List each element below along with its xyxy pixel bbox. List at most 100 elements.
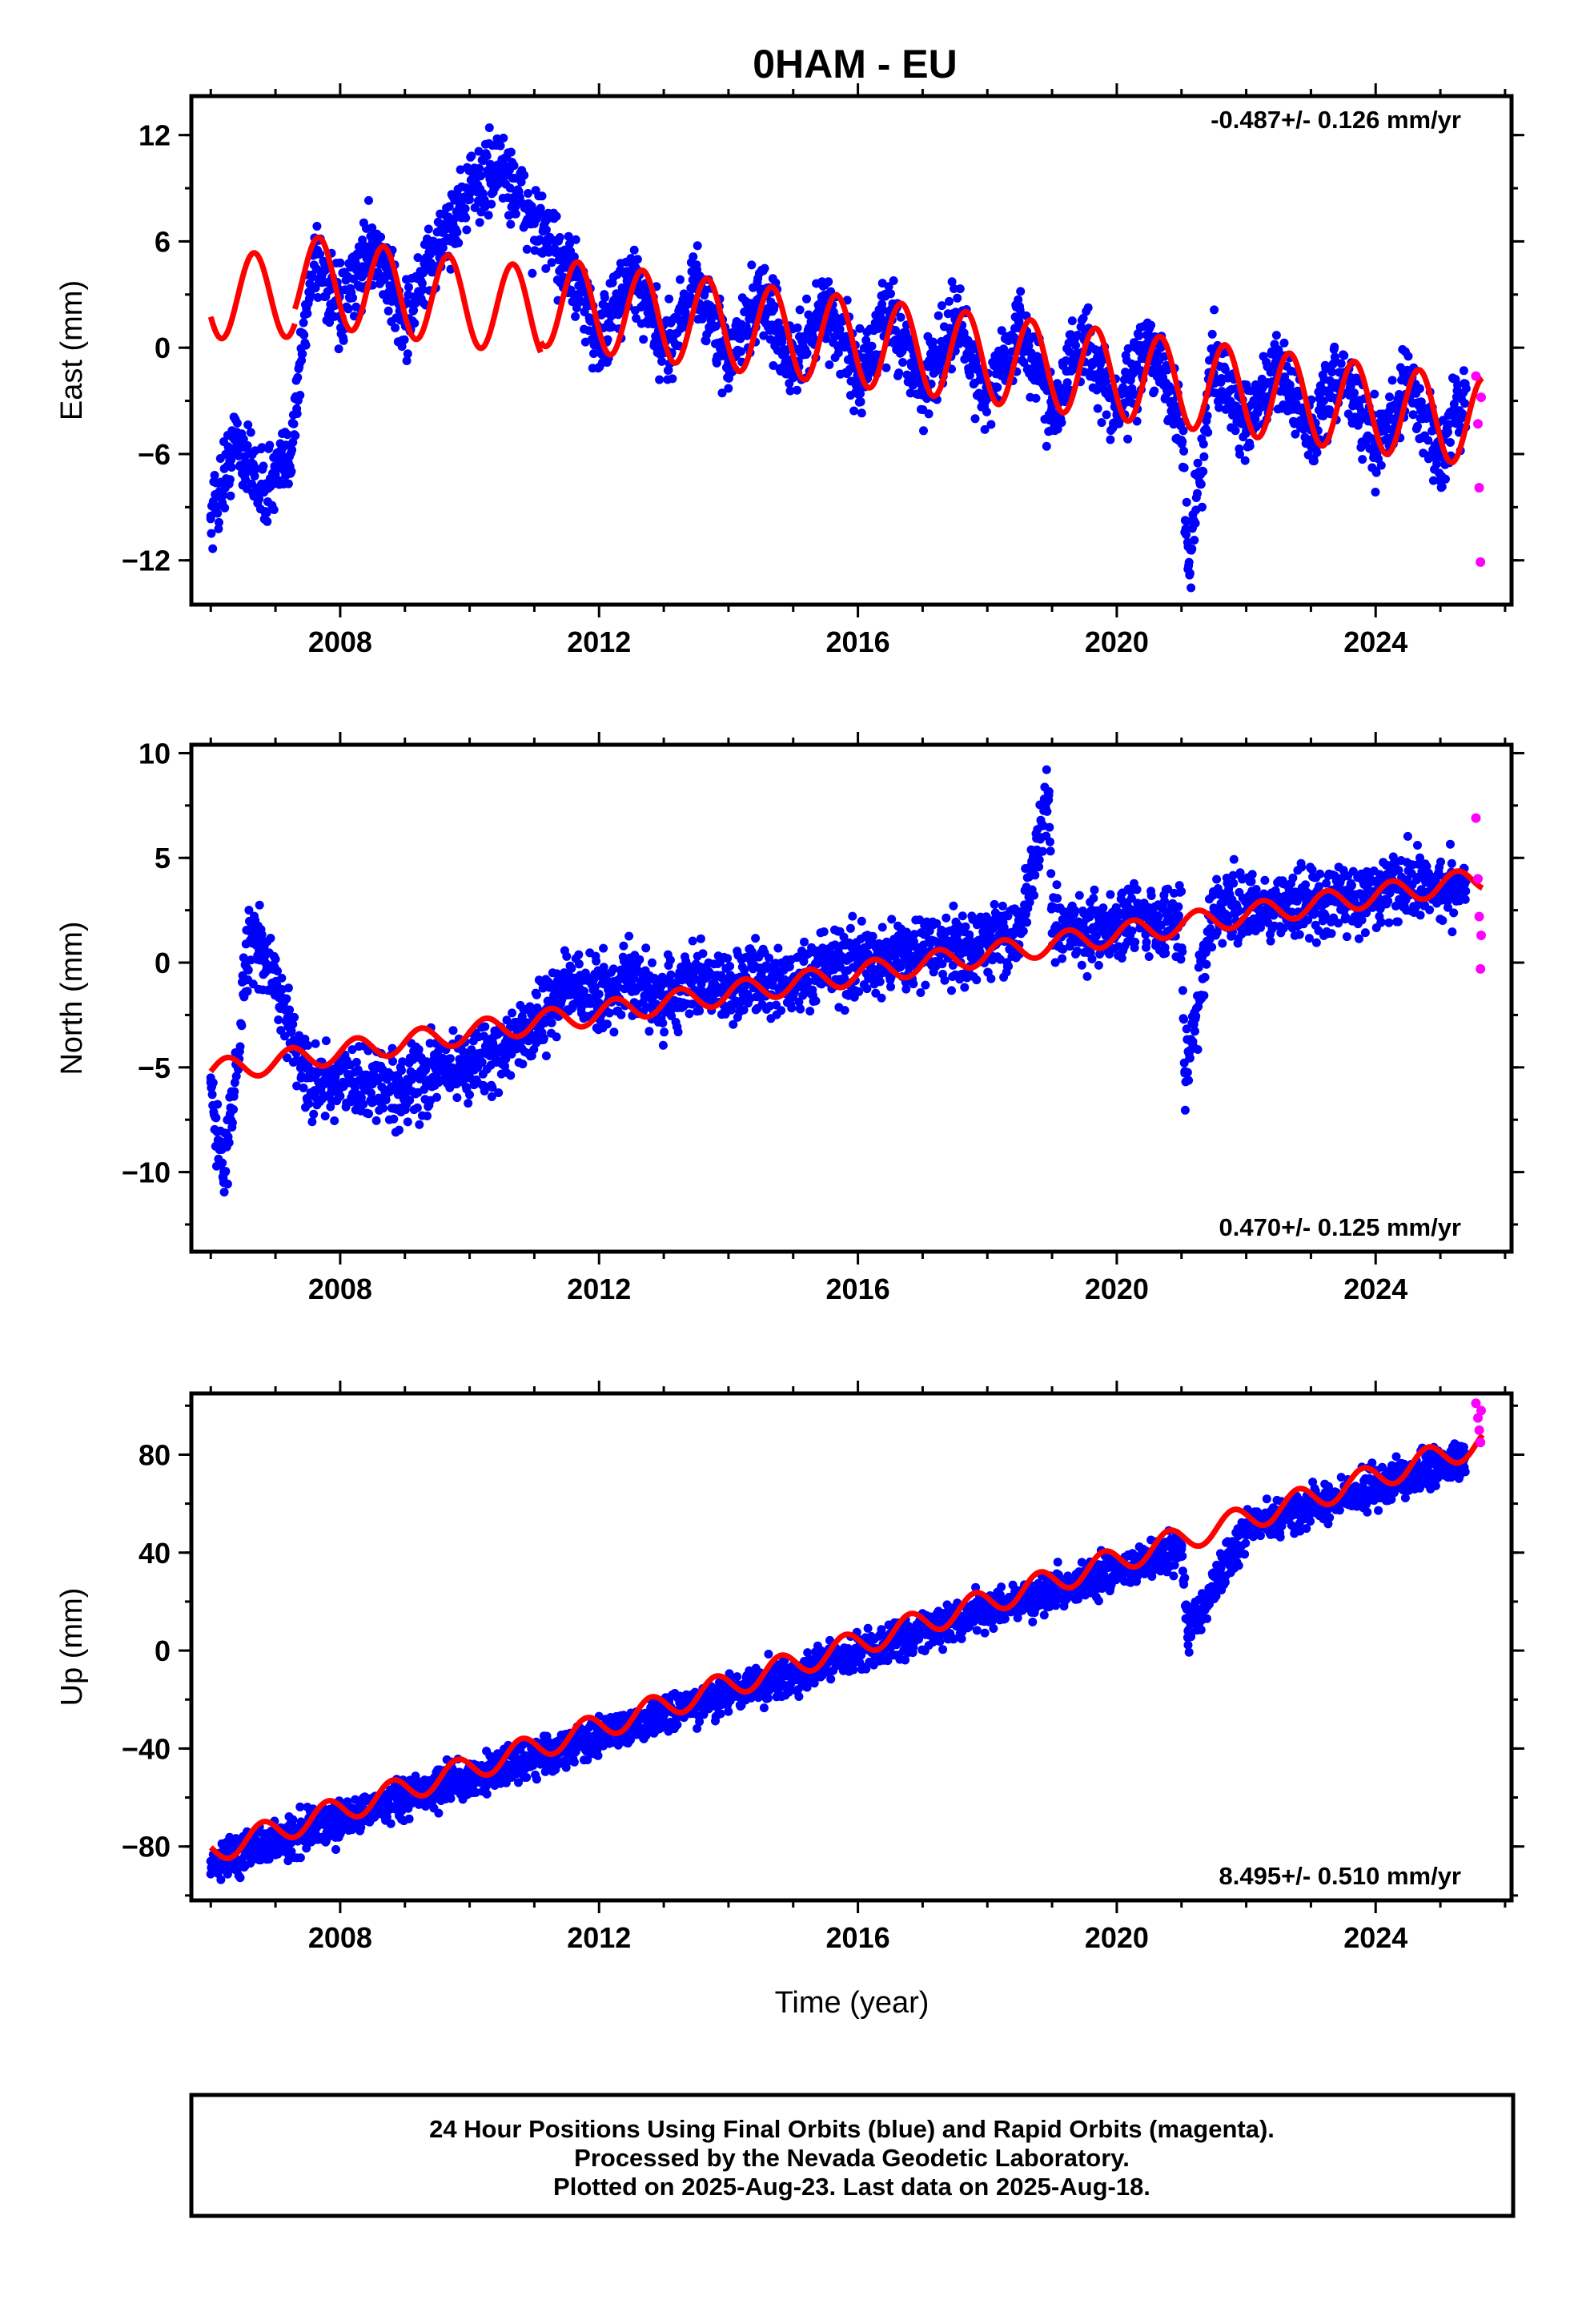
final-orbit-point bbox=[603, 335, 612, 344]
final-orbit-point bbox=[1058, 954, 1067, 963]
final-orbit-point bbox=[868, 931, 877, 941]
final-orbit-point bbox=[1042, 441, 1051, 451]
final-orbit-point bbox=[1210, 305, 1219, 315]
final-orbit-point bbox=[1045, 822, 1054, 832]
final-orbit-point bbox=[1078, 313, 1088, 323]
final-orbit-point bbox=[432, 243, 442, 253]
final-orbit-point bbox=[632, 255, 642, 264]
final-orbit-point bbox=[465, 195, 474, 204]
final-orbit-point bbox=[1203, 411, 1212, 420]
final-orbit-point bbox=[462, 225, 472, 235]
final-orbit-point bbox=[1231, 426, 1240, 436]
final-orbit-point bbox=[501, 1054, 511, 1063]
final-orbit-point bbox=[325, 318, 335, 328]
final-orbit-point bbox=[878, 305, 888, 315]
final-orbit-point bbox=[1126, 894, 1136, 903]
final-orbit-point bbox=[1071, 340, 1080, 350]
final-orbit-point bbox=[1092, 385, 1102, 395]
final-orbit-point bbox=[980, 424, 990, 434]
final-orbit-point bbox=[1215, 403, 1224, 412]
final-orbit-point bbox=[1408, 410, 1418, 420]
x-tick-label: 2008 bbox=[308, 625, 372, 658]
final-orbit-point bbox=[470, 203, 480, 212]
final-orbit-point bbox=[299, 318, 308, 328]
final-orbit-point bbox=[924, 409, 934, 419]
final-orbit-point bbox=[609, 1027, 619, 1037]
final-orbit-point bbox=[1095, 950, 1105, 959]
final-orbit-point bbox=[856, 397, 865, 407]
final-orbit-point bbox=[1030, 870, 1040, 880]
final-orbit-point bbox=[1065, 347, 1074, 356]
final-orbit-point bbox=[823, 328, 832, 337]
final-orbit-point bbox=[364, 195, 373, 205]
final-orbit-point bbox=[1336, 359, 1346, 368]
final-orbit-point bbox=[685, 1009, 694, 1019]
final-orbit-point bbox=[1016, 287, 1026, 296]
final-orbit-point bbox=[840, 973, 849, 983]
final-orbit-point bbox=[348, 293, 358, 303]
final-orbit-point bbox=[379, 1104, 388, 1113]
final-orbit-point bbox=[235, 1042, 245, 1051]
final-orbit-point bbox=[335, 258, 345, 267]
final-orbit-point bbox=[972, 975, 982, 985]
final-orbit-point bbox=[724, 384, 733, 393]
final-orbit-point bbox=[1106, 435, 1115, 444]
final-orbit-point bbox=[243, 965, 253, 975]
final-orbit-point bbox=[986, 420, 996, 429]
final-orbit-point bbox=[875, 977, 885, 987]
final-orbit-point bbox=[657, 356, 667, 366]
final-orbit-point bbox=[1156, 343, 1166, 352]
final-orbit-point bbox=[894, 368, 904, 378]
final-orbit-point bbox=[574, 950, 584, 959]
model-curve-east-1 bbox=[291, 234, 544, 354]
final-orbit-point bbox=[1098, 903, 1108, 913]
final-orbit-point bbox=[1014, 295, 1023, 304]
final-orbit-point bbox=[1453, 380, 1463, 390]
final-orbit-point bbox=[592, 956, 601, 966]
final-orbit-point bbox=[243, 987, 252, 996]
final-orbit-point bbox=[590, 982, 600, 991]
final-orbit-point bbox=[1193, 1045, 1203, 1054]
final-orbit-point bbox=[255, 900, 264, 910]
final-orbit-point bbox=[497, 163, 507, 171]
final-orbit-point bbox=[388, 1056, 398, 1066]
final-orbit-point bbox=[639, 335, 648, 344]
final-orbit-point bbox=[1046, 837, 1054, 846]
final-orbit-point bbox=[1295, 930, 1304, 939]
final-orbit-point bbox=[445, 1054, 455, 1063]
final-orbit-point bbox=[1199, 991, 1209, 1000]
final-orbit-point bbox=[693, 241, 702, 251]
final-orbit-point bbox=[518, 1059, 528, 1069]
final-orbit-point bbox=[207, 529, 216, 538]
final-orbit-point bbox=[886, 982, 895, 991]
final-orbit-point bbox=[932, 919, 942, 928]
final-orbit-point bbox=[274, 1015, 283, 1024]
final-orbit-point bbox=[537, 191, 547, 201]
final-orbit-point bbox=[1046, 846, 1055, 856]
final-orbit-point bbox=[1441, 474, 1450, 484]
final-orbit-point bbox=[795, 305, 805, 315]
final-orbit-point bbox=[862, 984, 872, 994]
final-orbit-point bbox=[277, 973, 287, 983]
final-orbit-point bbox=[304, 1099, 314, 1108]
final-orbit-point bbox=[464, 1099, 473, 1108]
final-orbit-point bbox=[1123, 344, 1133, 353]
final-orbit-point bbox=[1179, 463, 1189, 472]
rapid-orbit-point bbox=[1474, 483, 1484, 493]
final-orbit-point bbox=[1444, 420, 1454, 429]
final-orbit-point bbox=[802, 294, 811, 304]
final-orbit-point bbox=[400, 335, 409, 344]
final-orbit-point bbox=[234, 451, 243, 460]
final-orbit-point bbox=[725, 962, 735, 971]
final-orbit-point bbox=[269, 505, 279, 514]
final-orbit-point bbox=[599, 943, 608, 953]
final-orbit-point bbox=[960, 983, 970, 992]
final-orbit-point bbox=[673, 1027, 683, 1037]
final-orbit-point bbox=[271, 955, 280, 964]
final-orbit-point bbox=[474, 147, 484, 156]
final-orbit-point bbox=[1327, 368, 1337, 376]
final-orbit-point bbox=[1161, 948, 1170, 958]
final-orbit-point bbox=[224, 1138, 234, 1148]
final-orbit-point bbox=[213, 1100, 223, 1109]
final-orbit-point bbox=[1376, 460, 1386, 470]
